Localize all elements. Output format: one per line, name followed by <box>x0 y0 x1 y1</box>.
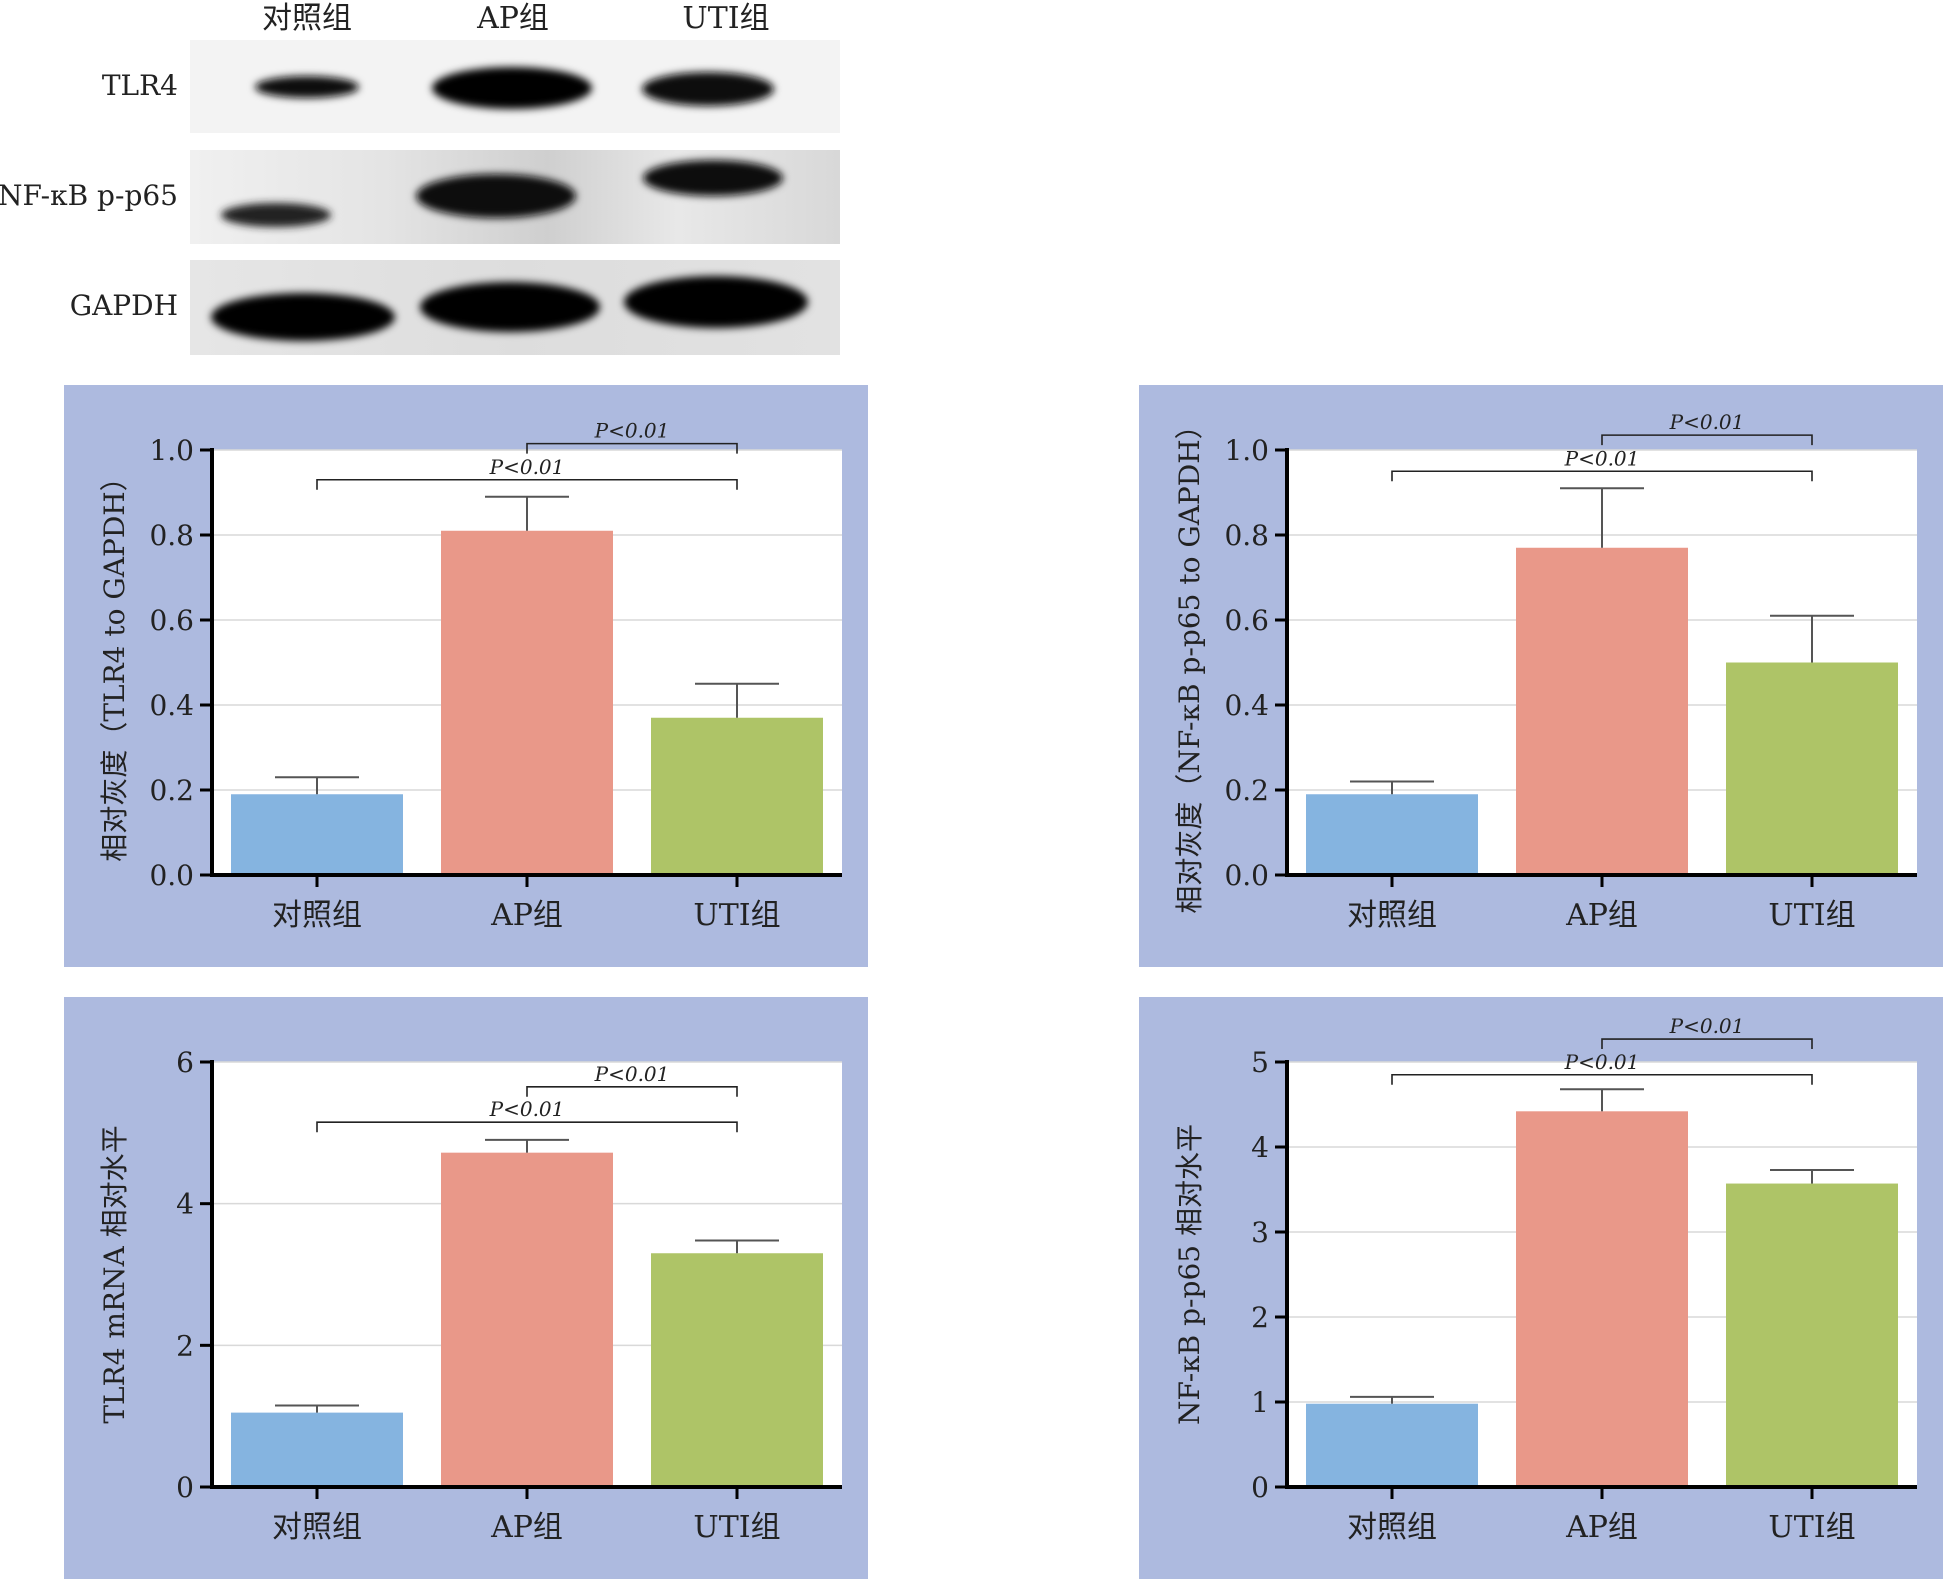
blot-band <box>420 282 600 332</box>
significance-bracket <box>1601 434 1813 446</box>
y-tick-label: 0 <box>1251 1471 1269 1504</box>
blot-band <box>255 76 359 98</box>
significance-label: P<0.01 <box>1564 1050 1640 1074</box>
x-tick-label: AP组 <box>1565 898 1638 933</box>
y-tick-label: 4 <box>176 1188 194 1221</box>
blot-row-label: NF-κB p-p65 <box>0 179 178 212</box>
y-axis-label: 相对灰度（TLR4 to GAPDH） <box>98 463 131 861</box>
chart-svg: 0.0 0.2 0.4 0.6 0.8 1.0 对照组 AP组 UTI组 相对灰度（NF-κB p… <box>1139 385 1943 967</box>
y-tick-label: 1.0 <box>149 434 194 467</box>
y-tick-label: 0.6 <box>1224 604 1269 637</box>
significance-label: P<0.01 <box>1564 446 1640 470</box>
bar <box>231 794 403 875</box>
chart-svg: 0.0 0.2 0.4 0.6 0.8 1.0 对照组 AP组 UTI组 相对灰度（TLR4 to… <box>64 385 868 967</box>
chart-panel-nfkb-protein: 0.0 0.2 0.4 0.6 0.8 1.0 对照组 AP组 UTI组 相对灰度（NF-κB p… <box>1139 385 1943 967</box>
western-blot-figure: 对照组 AP组 UTI组 TLR4 NF-κB p-p65 GAPDH <box>0 0 860 370</box>
blot-band <box>643 160 783 196</box>
x-tick-label: 对照组 <box>272 1510 362 1545</box>
y-tick-label: 6 <box>176 1046 194 1079</box>
chart-svg: 0 1 2 3 4 5 对照组 AP组 UTI组 NF-κB p-p65 相对水平 P<0.01 P<… <box>1139 997 1943 1579</box>
bar <box>651 717 823 875</box>
western-blot-image: 对照组 AP组 UTI组 TLR4 NF-κB p-p65 GAPDH <box>0 1 840 355</box>
blot-row-label: GAPDH <box>70 289 178 322</box>
blot-band <box>416 174 576 218</box>
y-tick-label: 0.8 <box>149 519 194 552</box>
chart-panel-nfkb-mrna: 0 1 2 3 4 5 对照组 AP组 UTI组 NF-κB p-p65 相对水平 P<0.01 P<… <box>1139 997 1943 1579</box>
y-tick-label: 0.4 <box>149 689 194 722</box>
significance-bracket <box>1601 1038 1813 1050</box>
blot-row-label: TLR4 <box>102 69 178 102</box>
x-tick-label: AP组 <box>490 898 563 933</box>
significance-label: P<0.01 <box>594 419 670 443</box>
bar <box>1726 662 1898 875</box>
y-axis-label: NF-κB p-p65 相对水平 <box>1173 1124 1206 1425</box>
y-tick-label: 0.0 <box>149 859 194 892</box>
significance-label: P<0.01 <box>489 1097 565 1121</box>
y-tick-label: 0.2 <box>1224 774 1269 807</box>
y-tick-label: 1.0 <box>1224 434 1269 467</box>
x-tick-label: 对照组 <box>1347 1510 1437 1545</box>
significance-bracket <box>316 478 738 490</box>
y-tick-label: 0.0 <box>1224 859 1269 892</box>
blot-band <box>432 67 592 109</box>
significance-label: P<0.01 <box>1669 410 1745 434</box>
significance-label: P<0.01 <box>1669 1014 1745 1038</box>
significance-bracket <box>526 442 738 454</box>
bar <box>231 1412 403 1487</box>
x-tick-label: 对照组 <box>1347 898 1437 933</box>
significance-bracket <box>526 1085 738 1097</box>
bar <box>1306 794 1478 875</box>
chart-panel-tlr4-mrna: 0 2 4 6 对照组 AP组 UTI组 TLR4 mRNA 相对水平 P<0.01 P<0.01 <box>64 997 868 1579</box>
y-tick-label: 3 <box>1251 1216 1269 1249</box>
bar <box>651 1253 823 1487</box>
y-tick-label: 0.6 <box>149 604 194 637</box>
y-tick-label: 0.2 <box>149 774 194 807</box>
blot-column-label: AP组 <box>476 1 549 36</box>
y-axis-label: TLR4 mRNA 相对水平 <box>98 1125 131 1423</box>
x-tick-label: AP组 <box>1565 1510 1638 1545</box>
x-tick-label: UTI组 <box>1768 898 1855 933</box>
chart-svg: 0 2 4 6 对照组 AP组 UTI组 TLR4 mRNA 相对水平 P<0.01 P<0.01 <box>64 997 868 1579</box>
bar <box>1516 547 1688 875</box>
y-tick-label: 5 <box>1251 1046 1269 1079</box>
x-tick-label: AP组 <box>490 1510 563 1545</box>
x-tick-label: 对照组 <box>272 898 362 933</box>
significance-bracket <box>1391 470 1813 482</box>
y-tick-label: 2 <box>176 1329 194 1362</box>
bar <box>1516 1111 1688 1487</box>
significance-bracket <box>1391 1073 1813 1085</box>
blot-band <box>624 276 808 328</box>
x-tick-label: UTI组 <box>693 1510 780 1545</box>
blot-band <box>221 203 331 227</box>
y-tick-label: 0.4 <box>1224 689 1269 722</box>
y-axis-label: 相对灰度（NF-κB p-p65 to GAPDH） <box>1173 411 1206 913</box>
significance-label: P<0.01 <box>489 455 565 479</box>
y-tick-label: 0 <box>176 1471 194 1504</box>
bar <box>441 1152 613 1487</box>
significance-label: P<0.01 <box>594 1062 670 1086</box>
blot-band <box>642 72 774 106</box>
blot-column-label: 对照组 <box>262 1 352 36</box>
blot-column-label: UTI组 <box>682 1 769 36</box>
significance-bracket <box>316 1121 738 1133</box>
bar <box>441 530 613 875</box>
y-tick-label: 2 <box>1251 1301 1269 1334</box>
chart-panel-tlr4-protein: 0.0 0.2 0.4 0.6 0.8 1.0 对照组 AP组 UTI组 相对灰度（TLR4 to… <box>64 385 868 967</box>
y-tick-label: 1 <box>1251 1386 1269 1419</box>
x-tick-label: UTI组 <box>693 898 780 933</box>
y-tick-label: 4 <box>1251 1131 1269 1164</box>
bar <box>1306 1403 1478 1487</box>
bar <box>1726 1183 1898 1487</box>
y-tick-label: 0.8 <box>1224 519 1269 552</box>
x-tick-label: UTI组 <box>1768 1510 1855 1545</box>
blot-band <box>211 293 395 341</box>
